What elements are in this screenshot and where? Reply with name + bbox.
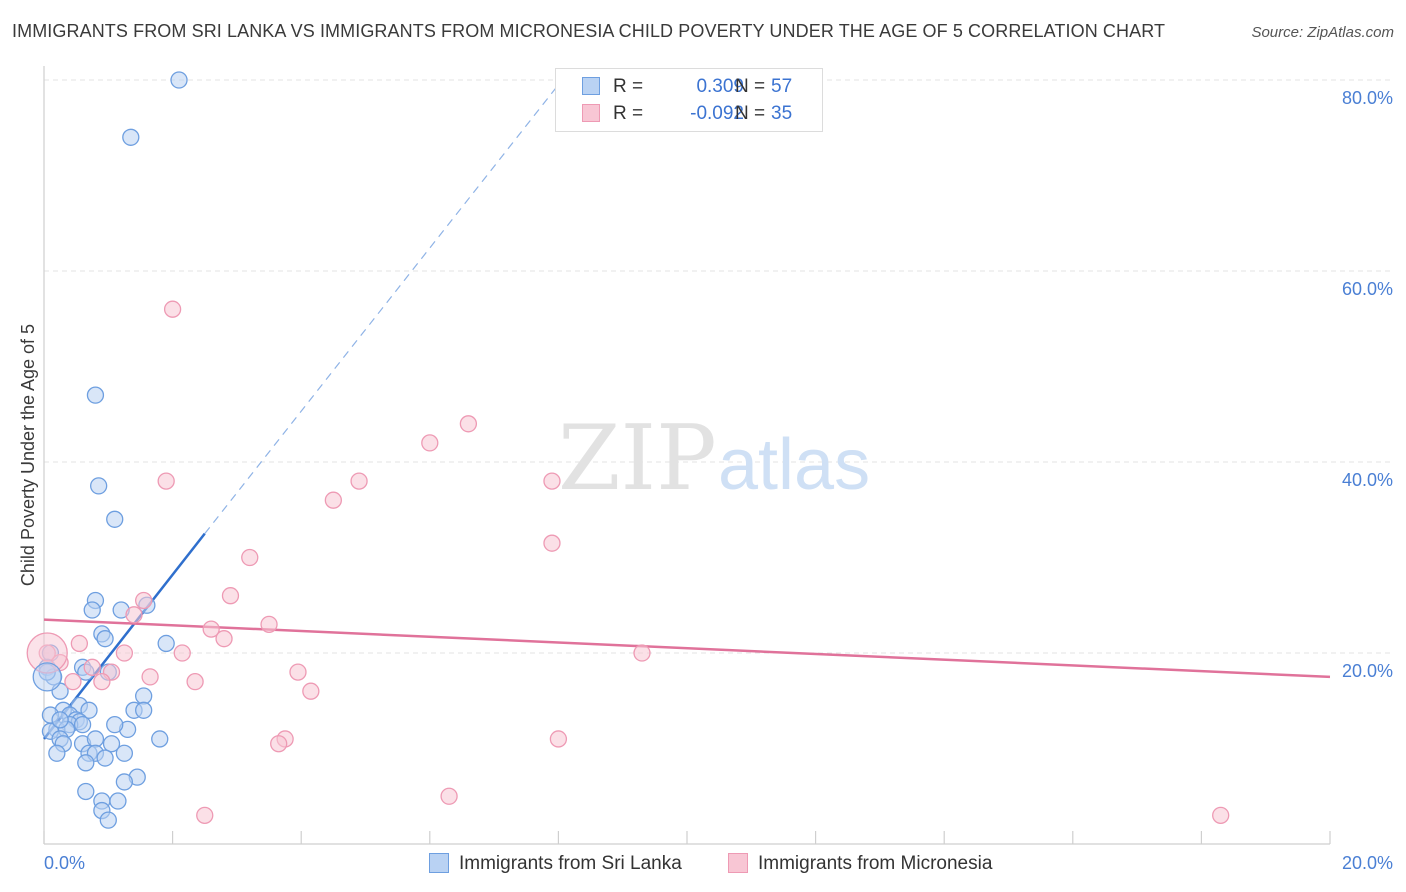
bottom-legend-label: Immigrants from Micronesia [758, 853, 993, 874]
legend-box: R = 0.309 N = 57 R = -0.092 N = 35 [555, 68, 823, 132]
micronesia-trend-line [43, 618, 1331, 679]
sri-lanka-point [115, 744, 134, 762]
bottom-legend-swatch-blue [429, 853, 449, 873]
legend-n-value: 57 [771, 76, 793, 97]
watermark-zip: ZIP [558, 406, 717, 511]
micronesia-point [173, 644, 191, 662]
micronesia-point [83, 658, 101, 676]
sri-lanka-point [102, 735, 121, 753]
micronesia-point [633, 644, 651, 662]
sri-lanka-point [83, 601, 101, 619]
data-points [26, 71, 1230, 829]
sri-lanka-point [96, 630, 114, 648]
micronesia-point [157, 472, 175, 490]
micronesia-point [135, 591, 153, 610]
sri-lanka-point [106, 715, 124, 734]
legend-swatch-blue [582, 77, 600, 95]
bottom-legend-label: Immigrants from Sri Lanka [459, 853, 682, 874]
micronesia-point [324, 491, 343, 509]
y-tick-label: 60.0% [1342, 279, 1393, 299]
micronesia-point [64, 673, 82, 691]
micronesia-point [421, 434, 439, 452]
micronesia-point [260, 615, 278, 633]
y-axis-label: Child Poverty Under the Age of 5 [18, 324, 38, 586]
sri-lanka-point [151, 730, 169, 748]
micronesia-point [115, 644, 134, 662]
watermark-atlas: atlas [718, 425, 870, 505]
micronesia-point [93, 673, 111, 691]
watermark: ZIP atlas [558, 406, 870, 511]
micronesia-point [125, 606, 143, 624]
x-tick-label: 0.0% [44, 853, 85, 873]
micronesia-point [302, 682, 320, 700]
sri-lanka-point [157, 634, 175, 653]
chart-title: IMMIGRANTS FROM SRI LANKA VS IMMIGRANTS … [12, 21, 1166, 41]
sri-lanka-point [51, 711, 69, 729]
sri-lanka-point [135, 687, 153, 705]
micronesia-point [289, 663, 307, 681]
legend-r-label: R = [613, 76, 644, 97]
legend-n-label: N = [735, 103, 766, 124]
y-tick-label: 80.0% [1342, 88, 1393, 108]
sri-lanka-point [80, 701, 98, 719]
sri-lanka-point [32, 662, 62, 692]
micronesia-point [350, 472, 368, 490]
micronesia-point [70, 634, 89, 653]
micronesia-point [141, 668, 159, 686]
legend-n-value: 35 [771, 103, 793, 124]
micronesia-point [459, 415, 478, 433]
grid-lines [44, 79, 1392, 654]
micronesia-point [221, 587, 240, 605]
sri-lanka-point [86, 730, 105, 748]
bottom-legend-swatch-pink [728, 853, 748, 873]
legend-swatch-pink [582, 104, 600, 122]
sri-lanka-point [73, 715, 92, 734]
micronesia-point [186, 673, 204, 691]
sri-lanka-point [77, 754, 95, 772]
legend-r-label: R = [613, 103, 644, 124]
micronesia-point [270, 735, 288, 753]
sri-lanka-point [96, 749, 114, 767]
sri-lanka-trend-extension [204, 84, 559, 534]
micronesia-point [543, 534, 561, 552]
sri-lanka-point [99, 811, 117, 829]
sri-lanka-point [90, 477, 108, 495]
sri-lanka-point [86, 386, 105, 404]
sri-lanka-point [48, 744, 66, 762]
y-tick-label: 20.0% [1342, 661, 1393, 681]
micronesia-point [202, 620, 220, 638]
micronesia-point [543, 472, 561, 490]
legend-r-value: 0.309 [696, 76, 744, 97]
sri-lanka-point [115, 773, 134, 791]
micronesia-point [1212, 806, 1230, 824]
legend-n-label: N = [735, 76, 766, 97]
sri-lanka-point [77, 782, 95, 801]
tick-labels: 20.0% 40.0% 60.0% 80.0% 0.0% 20.0% [44, 88, 1393, 873]
micronesia-point [549, 730, 568, 748]
micronesia-point [215, 630, 233, 648]
micronesia-point [196, 806, 214, 824]
micronesia-point [163, 300, 182, 318]
y-tick-label: 40.0% [1342, 470, 1393, 490]
sri-lanka-point [122, 128, 140, 146]
micronesia-point [440, 787, 458, 805]
sri-lanka-point [106, 510, 124, 528]
chart-source: Source: ZipAtlas.com [1251, 24, 1394, 41]
micronesia-point [241, 548, 259, 567]
sri-lanka-point [170, 71, 188, 89]
sri-lanka-point [135, 701, 153, 719]
legend-r-value: -0.092 [690, 103, 744, 124]
x-tick-label: 20.0% [1342, 853, 1393, 873]
sri-lanka-point [109, 792, 127, 810]
